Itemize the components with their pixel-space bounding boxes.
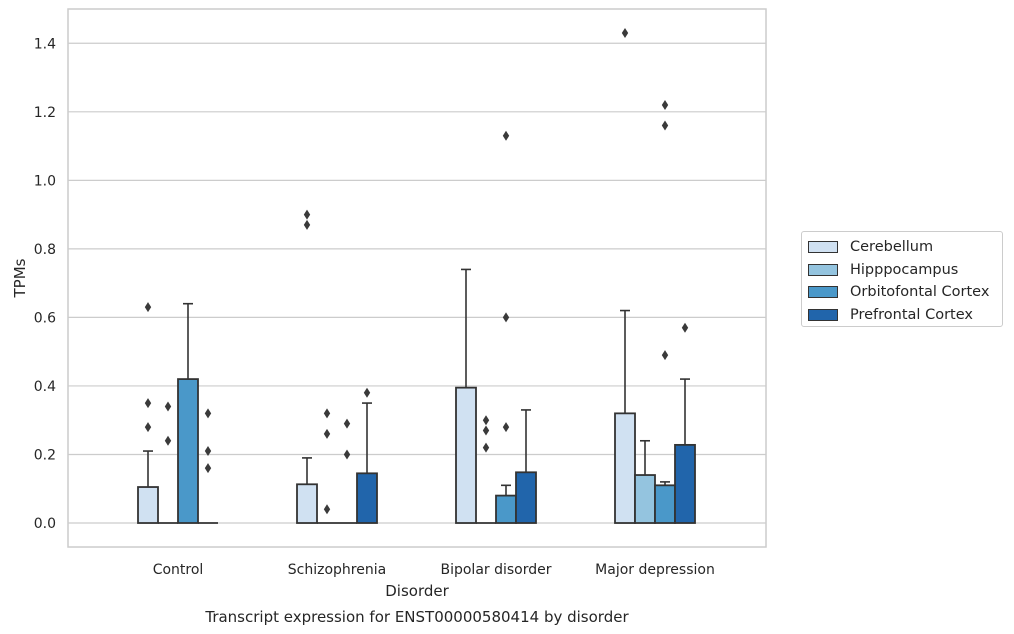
legend-item: Cerebellum (808, 236, 996, 259)
y-tick-label: 1.4 (34, 36, 56, 52)
outlier-point (502, 130, 510, 141)
x-tick-labels: Control Schizophrenia Bipolar disorder Majo… (153, 562, 715, 578)
outlier-point (323, 408, 331, 419)
bar (515, 471, 537, 524)
outlier-point (323, 428, 331, 439)
error-whiskers (143, 268, 690, 496)
legend: Cerebellum Hipppocampus Orbitofontal Corte… (801, 231, 1003, 327)
bar (137, 486, 159, 524)
bar (634, 474, 656, 524)
outlier-point (343, 449, 351, 460)
legend-item: Hipppocampus (808, 259, 996, 282)
legend-item: Prefrontal Cortex (808, 304, 996, 327)
outlier-point (661, 120, 669, 131)
outlier-point (164, 435, 172, 446)
gridlines (68, 42, 766, 524)
bar (654, 484, 676, 524)
legend-swatch (808, 241, 838, 254)
outlier-point (482, 425, 490, 436)
outlier-point (482, 415, 490, 426)
legend-swatch (808, 263, 838, 276)
outlier-point (343, 418, 351, 429)
outlier-point (144, 398, 152, 409)
outlier-point (204, 463, 212, 474)
bar (614, 412, 636, 524)
x-tick-label: Schizophrenia (288, 562, 386, 578)
outlier-point (164, 401, 172, 412)
outlier-point (303, 219, 311, 230)
legend-label: Cerebellum (850, 239, 934, 256)
chart-title: Transcript expression for ENST0000058041… (204, 608, 629, 626)
outlier-point (363, 387, 371, 398)
outlier-point (502, 422, 510, 433)
bar (455, 386, 477, 524)
y-tick-label: 0.8 (34, 242, 56, 258)
x-tick-label: Control (153, 562, 204, 578)
outlier-point (681, 322, 689, 333)
legend-label: Orbitofontal Cortex (850, 284, 990, 301)
bar (177, 378, 199, 524)
outlier-point (661, 99, 669, 110)
y-tick-label: 0.0 (34, 516, 56, 532)
outlier-point (621, 27, 629, 38)
bar (296, 483, 318, 524)
outlier-point (661, 350, 669, 361)
x-tick-label: Bipolar disorder (440, 562, 551, 578)
plot-area-frame (67, 8, 767, 548)
y-tick-label: 1.2 (34, 105, 56, 121)
bar (495, 494, 517, 524)
y-tick-label: 0.2 (34, 447, 56, 463)
outlier-point (204, 408, 212, 419)
outlier-point (303, 209, 311, 220)
y-tick-label: 1.0 (34, 173, 56, 189)
outlier-point (144, 422, 152, 433)
bar (356, 472, 378, 524)
legend-item: Orbitofontal Cortex (808, 281, 996, 304)
bars (137, 378, 696, 524)
outlier-points (144, 27, 689, 515)
outlier-point (482, 442, 490, 453)
outlier-point (144, 302, 152, 313)
bar (674, 443, 696, 524)
legend-swatch (808, 286, 838, 299)
outlier-point (323, 504, 331, 515)
legend-label: Hipppocampus (850, 261, 959, 278)
outlier-point (204, 446, 212, 457)
y-tick-label: 0.4 (34, 379, 56, 395)
x-axis-label: Disorder (385, 582, 449, 600)
x-tick-label: Major depression (595, 562, 715, 578)
outlier-point (502, 312, 510, 323)
y-tick-labels: 0.0 0.2 0.4 0.6 0.8 1.0 1.2 1.4 (34, 36, 56, 532)
y-tick-label: 0.6 (34, 310, 56, 326)
legend-label: Prefrontal Cortex (850, 306, 973, 323)
y-axis-label: TPMs (11, 258, 29, 298)
legend-swatch (808, 308, 838, 321)
